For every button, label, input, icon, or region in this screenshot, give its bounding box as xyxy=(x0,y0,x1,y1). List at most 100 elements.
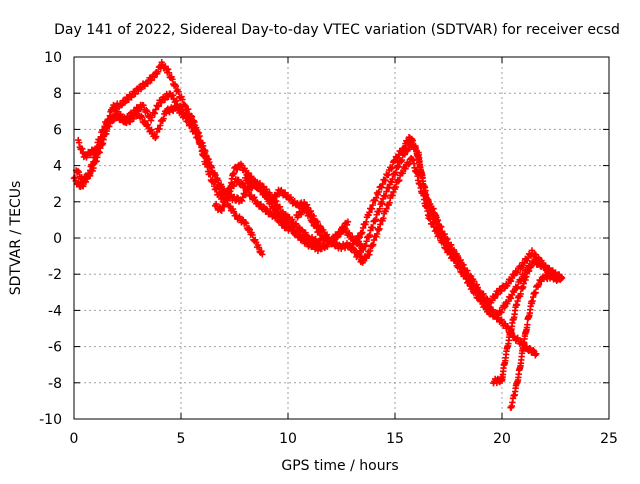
data-point xyxy=(102,120,110,128)
x-axis-label: GPS time / hours xyxy=(281,458,398,474)
data-point xyxy=(517,290,524,298)
data-point xyxy=(161,96,169,103)
data-point xyxy=(369,201,376,209)
data-point xyxy=(277,210,285,218)
data-point xyxy=(242,191,249,199)
data-point xyxy=(535,281,543,289)
data-point xyxy=(378,184,385,191)
data-point xyxy=(514,269,521,276)
data-point xyxy=(312,221,319,228)
x-tick-label: 15 xyxy=(386,431,404,447)
series-track-3 xyxy=(75,102,266,258)
data-point xyxy=(280,214,287,222)
data-point xyxy=(175,88,182,95)
data-point xyxy=(402,165,409,173)
y-tick-label: 2 xyxy=(53,195,62,211)
data-point xyxy=(169,91,177,99)
data-point xyxy=(144,80,151,87)
data-point xyxy=(532,289,539,296)
data-point xyxy=(221,200,229,208)
data-point xyxy=(449,253,457,260)
data-point xyxy=(198,142,205,149)
data-point xyxy=(173,97,180,104)
data-point xyxy=(379,180,386,188)
data-point xyxy=(245,169,252,177)
axis-ticks: 0 5 10 15 20 25 -10 -8 -6 -4 -2 0 2 4 6 8 10 xyxy=(39,50,618,447)
data-point xyxy=(343,221,351,229)
data-point xyxy=(339,226,347,233)
data-point xyxy=(309,217,316,224)
data-point xyxy=(494,291,501,298)
data-point xyxy=(558,274,566,282)
data-point xyxy=(392,183,400,191)
data-point xyxy=(86,172,94,180)
data-point xyxy=(179,96,186,103)
data-point xyxy=(255,244,263,251)
data-point xyxy=(230,208,238,215)
data-point xyxy=(181,101,188,108)
data-point xyxy=(395,178,402,185)
data-point xyxy=(478,297,485,304)
data-point xyxy=(330,237,337,244)
y-tick-label: -6 xyxy=(48,340,62,356)
data-point xyxy=(514,283,521,291)
data-point xyxy=(213,176,221,183)
data-point xyxy=(154,68,162,75)
data-point xyxy=(446,247,453,255)
data-point xyxy=(135,108,142,115)
y-tick-label: -8 xyxy=(48,376,62,392)
y-tick-label: -10 xyxy=(39,412,62,428)
data-point xyxy=(337,230,344,237)
data-point xyxy=(194,134,201,141)
data-point xyxy=(259,251,266,258)
data-point xyxy=(524,321,531,328)
data-point xyxy=(382,192,389,200)
data-point xyxy=(79,145,86,153)
data-point xyxy=(366,209,373,216)
data-point xyxy=(369,224,377,231)
data-point xyxy=(156,125,163,133)
y-tick-label: -2 xyxy=(48,267,62,283)
x-tick-label: 10 xyxy=(279,431,297,447)
data-point xyxy=(201,149,209,157)
x-tick-label: 5 xyxy=(177,431,186,447)
data-point xyxy=(211,170,218,178)
data-point xyxy=(184,114,191,122)
data-point xyxy=(412,144,419,152)
data-point xyxy=(307,207,315,215)
data-point xyxy=(75,139,83,146)
data-point xyxy=(158,99,165,106)
data-point xyxy=(74,167,82,175)
data-point xyxy=(164,66,172,73)
y-axis-label: SDTVAR / TECUs xyxy=(8,181,24,296)
data-point xyxy=(401,151,408,158)
data-point xyxy=(177,107,185,115)
data-point xyxy=(531,257,539,264)
data-point xyxy=(249,231,256,239)
series-track-11 xyxy=(490,263,534,387)
data-markers xyxy=(70,59,566,411)
data-point xyxy=(472,289,480,297)
data-point xyxy=(293,227,301,235)
data-point xyxy=(316,227,323,235)
x-tick-label: 20 xyxy=(493,431,511,447)
data-point xyxy=(303,201,311,209)
y-tick-label: -4 xyxy=(48,303,62,319)
data-point xyxy=(456,263,463,271)
chart-title: Day 141 of 2022, Sidereal Day-to-day VTE… xyxy=(54,22,620,38)
y-tick-label: 0 xyxy=(53,231,62,247)
data-point xyxy=(169,76,176,83)
data-point xyxy=(429,219,437,227)
data-point xyxy=(480,290,487,298)
data-point xyxy=(236,213,243,220)
data-point xyxy=(482,302,489,309)
data-point xyxy=(459,267,466,275)
data-point xyxy=(352,239,360,246)
data-point xyxy=(251,179,258,187)
data-point xyxy=(152,133,160,140)
data-point xyxy=(165,69,173,76)
data-point xyxy=(187,121,195,128)
data-point xyxy=(160,115,167,122)
